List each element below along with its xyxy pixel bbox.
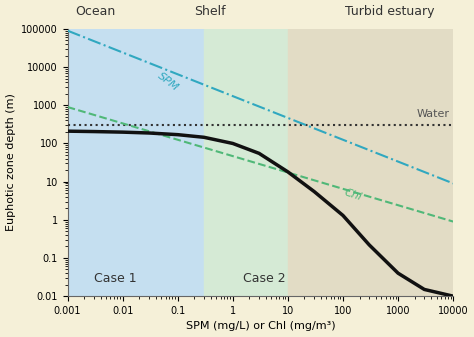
Bar — [204, 29, 288, 296]
Bar — [68, 29, 204, 296]
Text: Water: Water — [416, 109, 449, 119]
Text: Chl: Chl — [343, 187, 363, 203]
X-axis label: SPM (mg/L) or Chl (mg/m³): SPM (mg/L) or Chl (mg/m³) — [185, 321, 335, 332]
Text: Case 2: Case 2 — [243, 273, 285, 285]
Text: Shelf: Shelf — [194, 5, 226, 18]
Text: Case 1: Case 1 — [94, 273, 137, 285]
Text: SPM: SPM — [156, 71, 181, 93]
Text: Turbid estuary: Turbid estuary — [345, 5, 435, 18]
Y-axis label: Euphotic zone depth (m): Euphotic zone depth (m) — [6, 94, 16, 232]
Text: Ocean: Ocean — [75, 5, 116, 18]
Bar — [288, 29, 453, 296]
